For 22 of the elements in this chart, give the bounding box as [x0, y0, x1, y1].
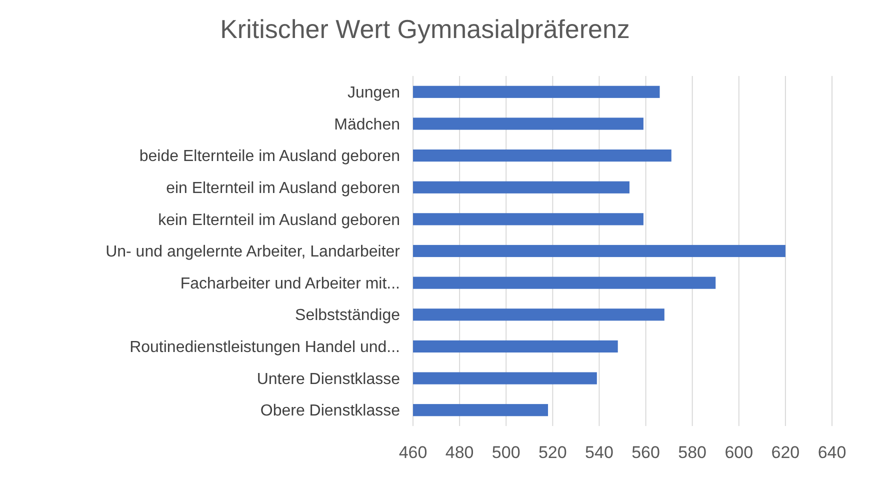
x-tick-label: 500: [492, 443, 520, 462]
x-tick-label: 640: [818, 443, 846, 462]
x-tick-label: 480: [445, 443, 474, 462]
y-tick-label: Untere Dienstklasse: [256, 370, 400, 388]
y-tick-label: Selbstständige: [295, 307, 400, 324]
x-tick-label: 540: [585, 443, 614, 462]
x-tick-label: 460: [398, 443, 428, 462]
y-tick-label: Facharbeiter und Arbeiter mit...: [180, 275, 400, 292]
y-tick-label: Mädchen: [334, 116, 400, 134]
y-tick-label: kein Elternteil im Ausland geboren: [158, 212, 400, 229]
y-tick-label: Un- und angelernte Arbeiter, Landarbeiter: [106, 244, 401, 261]
x-tick-label: 600: [724, 443, 754, 462]
y-tick-label: Jungen: [348, 84, 400, 102]
y-tick-label: Obere Dienstklasse: [260, 402, 400, 420]
x-tick-label: 520: [538, 443, 567, 462]
y-tick-label: beide Elternteile im Ausland geboren: [139, 148, 400, 166]
chart-title: Kritischer Wert Gymnasialpräferenz: [220, 14, 630, 44]
x-tick-label: 560: [632, 443, 660, 462]
y-tick-label: Routinedienstleistungen Handel und...: [130, 339, 400, 356]
x-tick-label: 620: [771, 443, 800, 462]
x-tick-label: 580: [678, 443, 707, 462]
y-tick-label: ein Elternteil im Ausland geboren: [166, 180, 400, 197]
